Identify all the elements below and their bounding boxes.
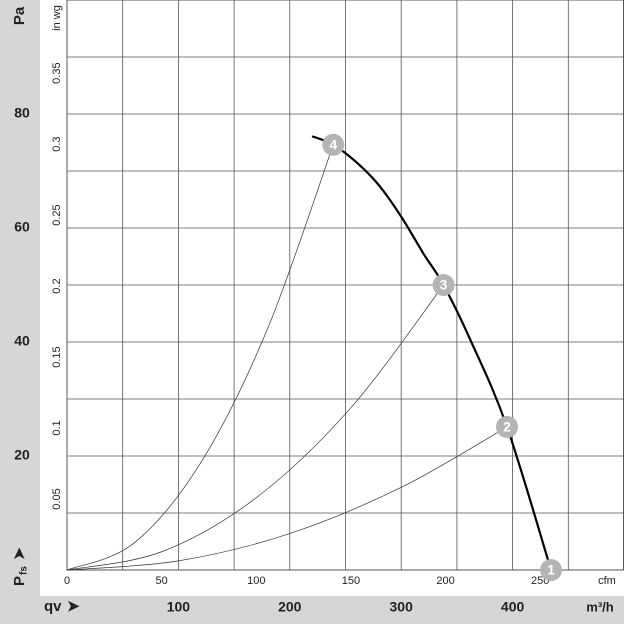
y-label-main: P: [11, 576, 28, 586]
y-tick-label: 80: [14, 105, 30, 121]
y2-tick-label: 0.35: [51, 62, 63, 83]
y-label: P fs ➤: [11, 547, 30, 586]
x2-tick-label: 100: [247, 575, 265, 587]
x2-unit: cfm: [598, 575, 616, 587]
left-band: [0, 0, 40, 624]
y-label-sub: fs: [19, 566, 30, 575]
x-tick-label: 300: [390, 599, 414, 615]
curve: [66, 426, 508, 571]
y2-tick-label: 0.1: [51, 420, 63, 435]
operating-point-label: 2: [503, 419, 511, 435]
arrow: ➤: [67, 598, 80, 615]
y-tick-label: 60: [14, 219, 30, 235]
y-tick-label: 40: [14, 333, 30, 349]
y-tick-label: 20: [14, 447, 30, 463]
x-label: qv ➤: [44, 598, 80, 615]
y2-unit: in wg: [51, 5, 63, 31]
operating-point: [496, 415, 519, 438]
operating-point: [322, 133, 345, 156]
operating-point-label: 1: [547, 562, 555, 578]
x2-tick-label: 200: [436, 575, 454, 587]
bottom-band: [0, 596, 624, 624]
operating-point-label: 4: [329, 136, 337, 152]
y-unit: Pa: [11, 6, 28, 25]
x2-tick-label: 0: [64, 575, 70, 587]
x-tick-label: 100: [167, 599, 191, 615]
y2-tick-label: 0.05: [51, 488, 63, 509]
x-label-text: qv: [44, 598, 62, 615]
operating-point: [432, 274, 455, 296]
curve: [66, 144, 334, 571]
operating-point: [540, 559, 563, 581]
arrow: ➤: [11, 547, 28, 560]
x2-tick-label: 50: [156, 575, 168, 587]
x-unit: m³/h: [586, 599, 614, 614]
x2-tick-label: 150: [342, 575, 360, 587]
y2-tick-label: 0.2: [51, 278, 63, 293]
y2-tick-label: 0.3: [51, 136, 63, 151]
y2-tick-label: 0.15: [51, 346, 63, 367]
curve: [66, 284, 444, 571]
x-tick-label: 200: [278, 599, 302, 615]
x-tick-label: 400: [501, 599, 525, 615]
operating-point-label: 3: [440, 277, 448, 293]
y2-tick-label: 0.25: [51, 204, 63, 225]
